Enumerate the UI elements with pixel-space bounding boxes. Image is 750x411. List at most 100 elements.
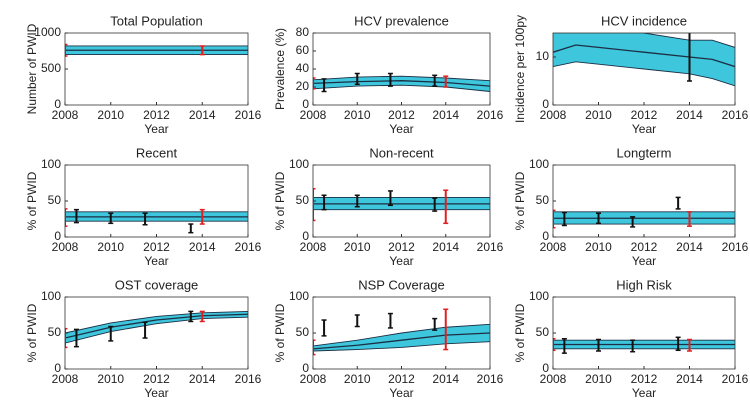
error-bar — [354, 314, 360, 328]
panel: 2008 2010 2012 2014 2016 0 50 100 NSP Coverage Ye… — [273, 277, 503, 400]
y-tick-label: 50 — [536, 193, 550, 207]
x-tick-label: 2010 — [344, 240, 371, 254]
x-axis-label: Year — [144, 386, 168, 400]
x-axis-label: Year — [144, 122, 168, 136]
error-bar — [321, 194, 327, 211]
x-tick-label: 2008 — [300, 108, 327, 122]
upper-line — [553, 33, 735, 48]
x-tick-label: 2008 — [540, 108, 567, 122]
x-tick-label: 2008 — [540, 372, 567, 386]
lower-line — [553, 61, 735, 87]
axes-box — [552, 164, 736, 238]
x-tick-label: 2008 — [300, 240, 327, 254]
x-tick-label: 2008 — [300, 372, 327, 386]
x-tick-label: 2012 — [388, 240, 415, 254]
median-line — [313, 80, 490, 87]
error-bar — [687, 338, 692, 352]
error-bar — [596, 338, 601, 352]
y-axis-label: Incidence per 100py — [513, 15, 527, 123]
x-tick-label: 2014 — [432, 108, 459, 122]
error-bar — [108, 212, 114, 225]
lower-line — [65, 316, 248, 344]
x-tick-label: 2010 — [97, 240, 124, 254]
error-bar — [142, 212, 148, 226]
y-tick-label: 100 — [289, 157, 309, 171]
chart-title: NSP Coverage — [358, 277, 444, 292]
x-tick-label: 2010 — [344, 108, 371, 122]
x-tick-label: 2016 — [235, 108, 262, 122]
error-bar — [596, 212, 601, 225]
error-bar — [387, 312, 393, 329]
panel: 2008 2010 2012 2014 2016 0 50 100 Non-recent Year… — [273, 145, 503, 268]
y-tick-label: 50 — [48, 193, 62, 207]
y-tick-label: 50 — [296, 325, 310, 339]
x-tick-label: 2010 — [97, 372, 124, 386]
x-tick-label: 2016 — [235, 372, 262, 386]
upper-line — [65, 310, 248, 334]
y-tick-label: 100 — [41, 289, 61, 303]
y-tick-label: 0 — [542, 97, 549, 111]
y-tick-label: 0 — [302, 361, 309, 375]
y-tick-label: 0 — [54, 361, 61, 375]
x-tick-label: 2012 — [388, 108, 415, 122]
x-tick-label: 2008 — [52, 372, 79, 386]
error-bar — [65, 327, 68, 349]
y-tick-label: 50 — [48, 325, 62, 339]
chart-title: HCV prevalence — [354, 13, 449, 28]
y-axis-label: Prevalence (%) — [273, 28, 287, 110]
error-bar — [142, 321, 148, 339]
error-bar — [675, 336, 681, 352]
y-tick-label: 1000 — [34, 25, 61, 39]
error-bar — [630, 339, 636, 353]
x-tick-label: 2010 — [97, 108, 124, 122]
error-bar — [65, 208, 68, 227]
axes-box — [64, 32, 249, 106]
x-tick-label: 2012 — [631, 372, 658, 386]
x-tick-label: 2016 — [722, 240, 749, 254]
y-tick-label: 50 — [536, 325, 550, 339]
error-bar — [73, 328, 79, 348]
x-tick-label: 2008 — [540, 240, 567, 254]
chart-title: Longterm — [617, 145, 672, 160]
error-bar — [443, 75, 449, 88]
median-line — [553, 44, 735, 68]
x-axis-label: Year — [632, 122, 656, 136]
error-bar — [387, 190, 393, 207]
panel: 2008 2010 2012 2014 2016 0 10 HCV incidence Year… — [513, 13, 748, 136]
panel: 2008 2010 2012 2014 2016 0 50 100 Recent Year % of… — [25, 145, 261, 268]
y-tick-label: 0 — [54, 229, 61, 243]
x-axis-label: Year — [389, 122, 413, 136]
x-axis-label: Year — [389, 386, 413, 400]
x-tick-label: 2010 — [344, 372, 371, 386]
plot-area — [313, 188, 490, 225]
plot-area — [65, 208, 248, 234]
y-tick-label: 80 — [296, 25, 310, 39]
error-bar — [188, 223, 194, 234]
x-tick-label: 2016 — [722, 372, 749, 386]
error-bar — [321, 319, 327, 337]
y-tick-label: 100 — [289, 289, 309, 303]
error-bar — [313, 77, 316, 90]
error-bar — [199, 310, 205, 323]
error-bar — [561, 338, 567, 354]
y-tick-label: 0 — [302, 97, 309, 111]
x-tick-label: 2012 — [143, 372, 170, 386]
y-tick-label: 50 — [296, 193, 310, 207]
plot-area — [553, 336, 735, 354]
upper-line — [313, 323, 490, 347]
x-tick-label: 2014 — [676, 372, 703, 386]
x-tick-label: 2010 — [585, 372, 612, 386]
y-axis-label: % of PWID — [25, 171, 39, 230]
axes-box — [312, 32, 491, 106]
error-bar — [687, 211, 692, 227]
y-axis-label: % of PWID — [513, 171, 527, 230]
chart-title: High Risk — [616, 277, 672, 292]
x-tick-label: 2016 — [477, 240, 504, 254]
x-tick-label: 2012 — [388, 372, 415, 386]
error-bar — [432, 317, 438, 331]
y-axis-label: % of PWID — [273, 303, 287, 362]
panel: 2008 2010 2012 2014 2016 0 50 100 Longterm Year % … — [513, 145, 748, 268]
x-tick-label: 2012 — [143, 108, 170, 122]
error-bar — [65, 43, 68, 57]
y-axis-label: Number of PWID — [25, 23, 39, 114]
